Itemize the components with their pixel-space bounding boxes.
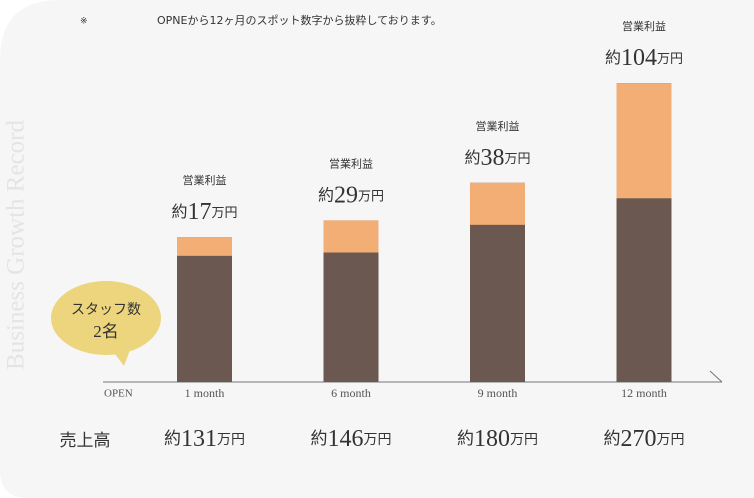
profit-label: 約104万円 [605, 45, 683, 71]
label-unit: 万円 [505, 151, 531, 166]
label-value: 38 [481, 144, 505, 170]
label-value: 131 [181, 426, 217, 452]
label-unit: 万円 [657, 432, 685, 448]
x-tick-label: 12 month [621, 386, 667, 400]
profit-heading: 営業利益 [622, 19, 666, 33]
label-unit: 万円 [358, 189, 384, 204]
origin-label: OPEN [104, 388, 133, 400]
staff-count: 2名 [93, 322, 119, 341]
bar-profit [323, 220, 379, 253]
profit-label: 約38万円 [464, 144, 530, 170]
label-value: 270 [621, 426, 657, 452]
note-mark: ※ [80, 17, 88, 27]
label-unit: 万円 [212, 206, 238, 221]
label-value: 29 [334, 182, 358, 208]
bubble-tail [112, 350, 130, 366]
x-tick-label: 9 month [478, 386, 518, 400]
x-tick-label: 1 month [185, 386, 225, 400]
profit-heading: 営業利益 [183, 173, 227, 187]
profit-heading: 営業利益 [329, 156, 373, 170]
label-value: 17 [188, 199, 212, 225]
profit-label: 約17万円 [171, 199, 237, 225]
bar-profit [616, 83, 672, 199]
bubble [51, 281, 161, 355]
profit-label: 約29万円 [318, 182, 384, 208]
label-prefix: 約 [604, 429, 621, 448]
x-tick-label: 6 month [331, 386, 371, 400]
label-prefix: 約 [171, 203, 187, 221]
axis-end [709, 370, 723, 383]
label-prefix: 約 [164, 429, 181, 448]
bar-sales [177, 237, 232, 382]
note: OPNEから12ヶ月のスポット数字から抜粋しております。 [157, 13, 442, 27]
label-prefix: 約 [318, 186, 334, 204]
label-unit: 万円 [510, 432, 538, 448]
label-prefix: 約 [311, 429, 328, 448]
label-prefix: 約 [464, 148, 480, 166]
label-value: 104 [621, 45, 657, 71]
sales-label: 約131万円 [164, 426, 245, 452]
sales-row-label: 売上高 [60, 431, 111, 451]
label-prefix: 約 [605, 49, 621, 67]
staff-label: スタッフ数 [71, 302, 141, 318]
label-unit: 万円 [657, 52, 683, 67]
bar-profit [177, 237, 232, 256]
profit-heading: 営業利益 [476, 119, 520, 133]
sales-label: 約180万円 [457, 426, 538, 452]
label-unit: 万円 [217, 432, 245, 448]
sales-label: 約270万円 [604, 426, 685, 452]
label-value: 146 [328, 426, 364, 452]
bar-profit [470, 182, 525, 225]
side-title: Business Growth Record [3, 120, 30, 370]
label-prefix: 約 [457, 429, 474, 448]
label-value: 180 [474, 426, 510, 452]
sales-label: 約146万円 [311, 426, 392, 452]
label-unit: 万円 [364, 432, 392, 448]
